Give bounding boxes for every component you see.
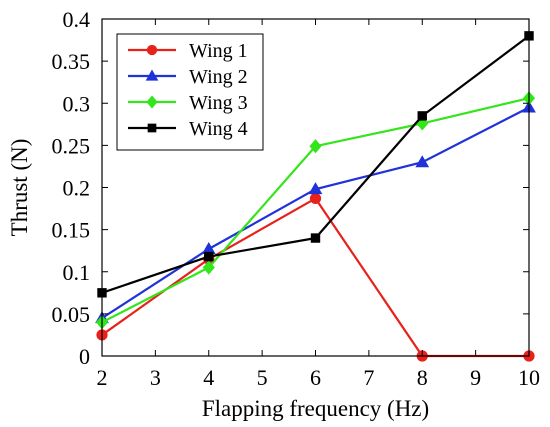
data-point-wing-2	[415, 155, 430, 168]
legend-marker	[146, 95, 158, 109]
x-tick-label: 3	[150, 365, 161, 390]
data-point-wing-4	[310, 233, 321, 243]
ticks-layer: 2 3 4 5 6 7 8 9 10 0 0.05 0.1 0.15 0.2 0.25 0.3 0.35 0.4	[52, 7, 541, 390]
y-axis-title: Thrust (N)	[7, 139, 32, 237]
data-point-wing-1	[309, 192, 322, 205]
x-tick-label: 4	[203, 365, 214, 390]
y-tick-label: 0.25	[52, 133, 91, 158]
x-tick-label: 7	[363, 365, 374, 390]
legend: Wing 1 Wing 2 Wing 3 Wing 4	[116, 33, 264, 151]
legend-label: Wing 3	[189, 92, 248, 114]
data-point-wing-4	[417, 111, 427, 121]
legend-marker	[146, 44, 158, 56]
x-tick-label: 5	[257, 365, 268, 390]
legend-box	[116, 33, 264, 151]
legend-entry-wing-2: Wing 2	[128, 66, 248, 88]
legend-marker	[147, 123, 157, 133]
legend-label: Wing 4	[189, 118, 248, 140]
y-tick-label: 0.3	[63, 91, 91, 116]
x-tick-label: 6	[310, 365, 321, 390]
y-tick-label: 0	[79, 344, 90, 369]
legend-label: Wing 1	[189, 40, 248, 62]
y-tick-label: 0.4	[63, 7, 91, 32]
y-tick-label: 0.15	[52, 218, 91, 243]
y-tick-label: 0.05	[52, 302, 91, 327]
data-point-wing-2	[308, 182, 323, 195]
y-tick-label: 0.35	[52, 49, 91, 74]
x-axis-title: Flapping frequency (Hz)	[202, 396, 429, 421]
x-tick-label: 10	[518, 365, 540, 390]
data-point-wing-3	[202, 260, 215, 275]
series-wing-1	[96, 192, 535, 362]
legend-marker	[145, 69, 159, 81]
x-tick-label: 8	[417, 365, 428, 390]
data-point-wing-3	[309, 139, 322, 154]
legend-entry-wing-4: Wing 4	[128, 118, 248, 140]
x-tick-label: 9	[470, 365, 481, 390]
legend-label: Wing 2	[189, 66, 248, 88]
data-point-wing-4	[204, 251, 214, 262]
y-tick-label: 0.1	[63, 260, 91, 285]
legend-entry-wing-3: Wing 3	[128, 92, 248, 114]
y-tick-label: 0.2	[63, 176, 91, 201]
x-tick-label: 2	[97, 365, 108, 390]
legend-entry-wing-1: Wing 1	[128, 40, 248, 62]
